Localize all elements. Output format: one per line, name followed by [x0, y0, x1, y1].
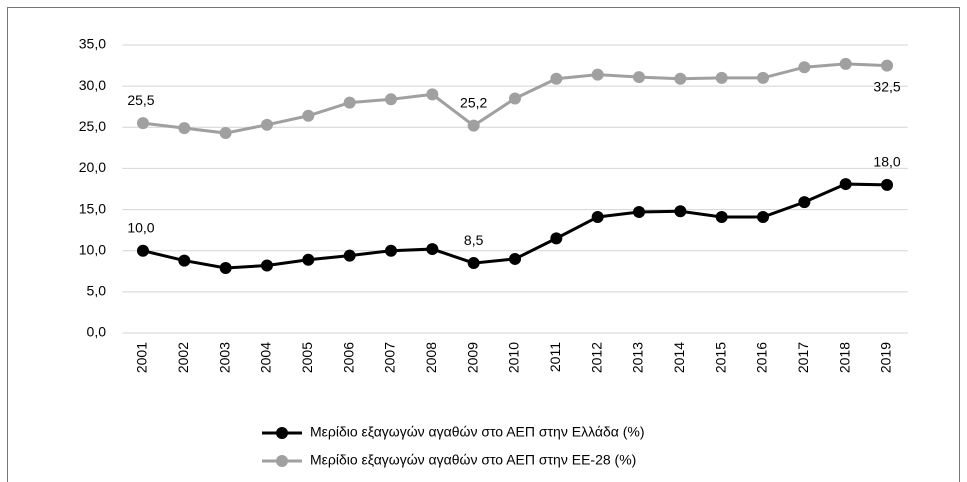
- x-tick-label: 2010: [506, 342, 522, 373]
- x-tick-label: 2015: [712, 342, 728, 373]
- x-tick-label: 2002: [175, 342, 191, 373]
- point: [591, 68, 604, 81]
- point: [136, 244, 149, 257]
- y-tick-label: 25,0: [79, 118, 106, 134]
- point: [302, 253, 315, 266]
- point: [550, 232, 563, 245]
- point: [757, 71, 770, 84]
- data-label: 10,0: [127, 219, 154, 235]
- point: [633, 206, 646, 219]
- point: [674, 72, 687, 85]
- legend-label: Μερίδιο εξαγωγών αγαθών στο ΑΕΠ στην ΕΕ-…: [310, 452, 636, 468]
- point: [178, 122, 191, 135]
- data-label: 18,0: [873, 154, 900, 170]
- x-tick-label: 2003: [216, 342, 232, 373]
- point: [302, 109, 315, 122]
- y-tick-label: 35,0: [79, 36, 106, 52]
- data-label: 25,5: [127, 92, 154, 108]
- point: [715, 210, 728, 223]
- x-tick-label: 2008: [423, 342, 439, 373]
- x-tick-label: 2016: [754, 342, 770, 373]
- point: [467, 257, 480, 270]
- point: [260, 259, 273, 272]
- data-label: 8,5: [464, 232, 484, 248]
- x-tick-label: 2011: [547, 342, 563, 372]
- point: [426, 88, 439, 101]
- x-tick-label: 2004: [258, 342, 274, 373]
- x-tick-label: 2018: [836, 342, 852, 373]
- point: [881, 178, 894, 191]
- y-tick-label: 5,0: [87, 283, 107, 299]
- legend-label: Μερίδιο εξαγωγών αγαθών στο ΑΕΠ στην Ελλ…: [310, 424, 645, 440]
- point: [509, 252, 521, 265]
- point: [839, 57, 852, 70]
- x-tick-label: 2007: [382, 342, 398, 373]
- y-tick-label: 30,0: [79, 77, 106, 93]
- legend-marker: [276, 427, 288, 439]
- x-tick-label: 2009: [464, 342, 480, 373]
- point: [426, 243, 439, 256]
- y-tick-label: 20,0: [79, 159, 106, 175]
- point: [715, 71, 728, 84]
- point: [757, 210, 770, 223]
- x-tick-label: 2014: [671, 342, 687, 373]
- x-tick-label: 2001: [134, 342, 150, 373]
- x-tick-label: 2013: [630, 342, 646, 373]
- point: [550, 72, 563, 85]
- point: [219, 127, 232, 140]
- frame: [7, 7, 960, 482]
- point: [839, 178, 852, 191]
- x-tick-label: 2012: [588, 342, 604, 373]
- legend-marker: [276, 455, 288, 467]
- point: [343, 96, 356, 109]
- point: [509, 92, 521, 105]
- point: [467, 119, 480, 132]
- y-tick-label: 10,0: [79, 241, 106, 257]
- point: [591, 210, 604, 223]
- point: [384, 244, 397, 257]
- point: [260, 118, 273, 131]
- data-label: 32,5: [873, 78, 900, 94]
- x-tick-label: 2019: [878, 342, 894, 373]
- point: [881, 59, 894, 72]
- point: [384, 93, 397, 106]
- x-tick-label: 2005: [299, 342, 315, 373]
- y-tick-label: 0,0: [87, 324, 107, 340]
- data-label: 25,2: [460, 94, 487, 110]
- point: [343, 249, 356, 262]
- x-tick-label: 2017: [795, 342, 811, 373]
- point: [798, 61, 811, 74]
- y-tick-label: 15,0: [79, 200, 106, 216]
- point: [798, 196, 811, 209]
- point: [219, 261, 232, 274]
- point: [136, 117, 149, 130]
- point: [633, 71, 646, 84]
- point: [674, 205, 687, 218]
- x-tick-label: 2006: [340, 342, 356, 373]
- point: [178, 254, 191, 267]
